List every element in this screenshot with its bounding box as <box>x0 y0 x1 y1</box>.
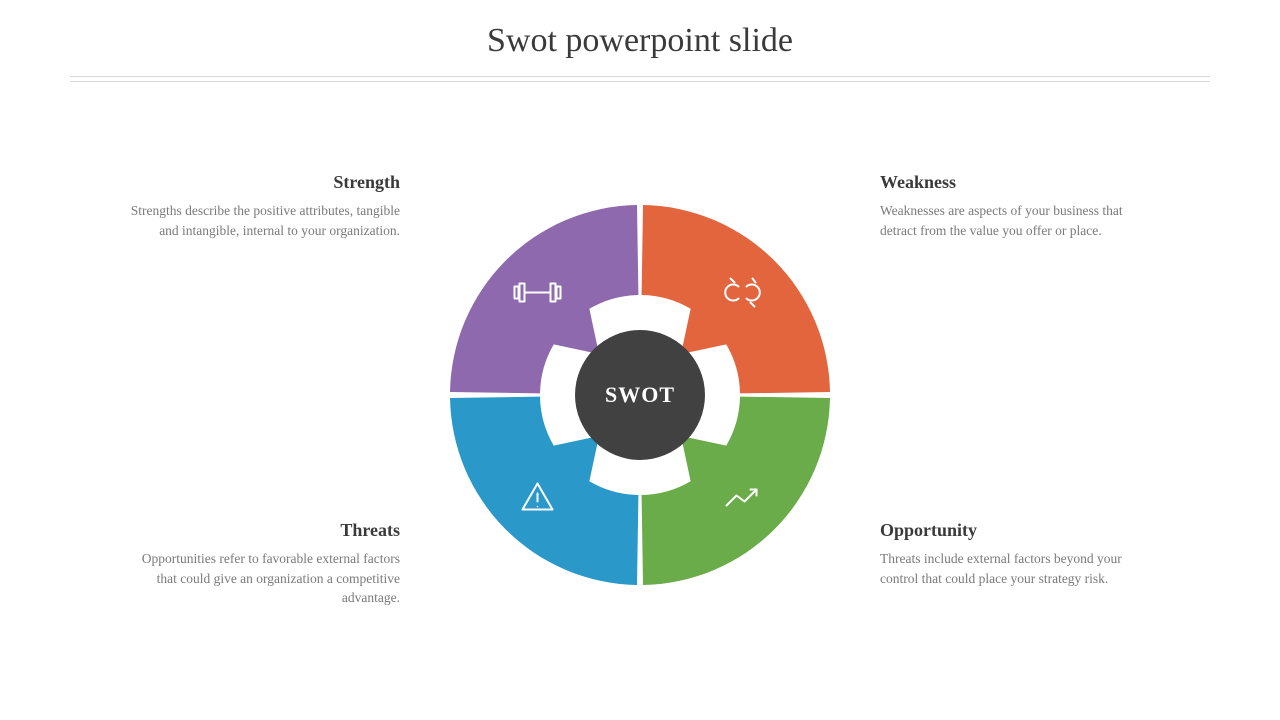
quadrant-weakness: Weakness Weaknesses are aspects of your … <box>880 172 1160 240</box>
opportunity-heading: Opportunity <box>880 520 1160 541</box>
diagram-canvas: SWOT Strength Strengths describe the pos… <box>0 100 1280 700</box>
divider <box>70 76 1210 77</box>
divider <box>70 81 1210 82</box>
strength-body: Strengths describe the positive attribut… <box>120 201 400 240</box>
center-label: SWOT <box>605 382 675 408</box>
quadrant-threats: Threats Opportunities refer to favorable… <box>120 520 400 608</box>
slide-title: Swot powerpoint slide <box>0 0 1280 76</box>
center-hub: SWOT <box>575 330 705 460</box>
weakness-body: Weaknesses are aspects of your business … <box>880 201 1160 240</box>
strength-heading: Strength <box>120 172 400 193</box>
threats-body: Opportunities refer to favorable externa… <box>120 549 400 608</box>
swot-slide: Swot powerpoint slide <box>0 0 1280 720</box>
opportunity-body: Threats include external factors beyond … <box>880 549 1160 588</box>
threats-heading: Threats <box>120 520 400 541</box>
weakness-heading: Weakness <box>880 172 1160 193</box>
quadrant-strength: Strength Strengths describe the positive… <box>120 172 400 240</box>
quadrant-opportunity: Opportunity Threats include external fac… <box>880 520 1160 588</box>
